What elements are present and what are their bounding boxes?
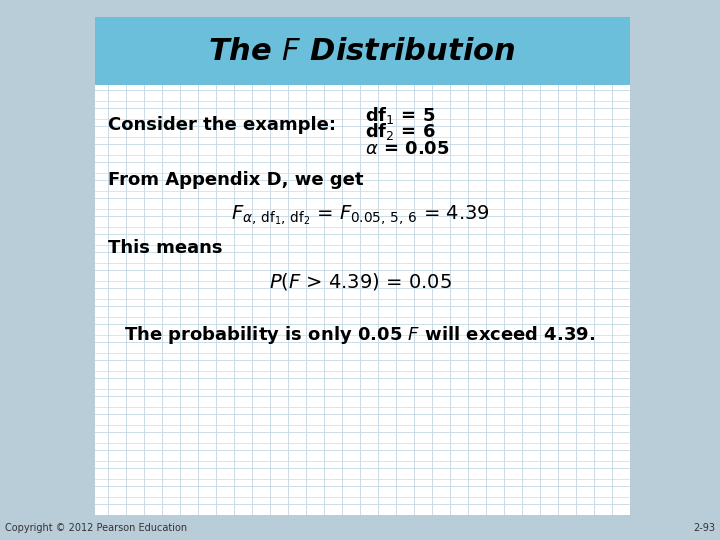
Text: This means: This means xyxy=(108,239,222,257)
Text: $F_{\alpha,\,\mathrm{df}_1,\,\mathrm{df}_2}$ = $F_{0.05,\,5,\,6}$ = 4.39: $F_{\alpha,\,\mathrm{df}_1,\,\mathrm{df}… xyxy=(230,203,490,227)
Bar xyxy=(0,0,720,35)
Text: The $\it{F}$ Distribution: The $\it{F}$ Distribution xyxy=(208,37,516,65)
Bar xyxy=(0,0,95,540)
Text: The probability is only 0.05 $\it{F}$ will exceed 4.39.: The probability is only 0.05 $\it{F}$ wi… xyxy=(125,324,595,346)
Bar xyxy=(0,515,720,540)
Text: $\alpha$ = 0.05: $\alpha$ = 0.05 xyxy=(365,140,449,158)
Text: Consider the example:: Consider the example: xyxy=(108,116,336,134)
Bar xyxy=(0,0,95,540)
Text: 2-93: 2-93 xyxy=(693,523,715,533)
Bar xyxy=(0,515,720,540)
Bar xyxy=(630,0,720,540)
Text: $P$($F$ > 4.39) = 0.05: $P$($F$ > 4.39) = 0.05 xyxy=(269,272,451,293)
Text: df$_1$ = 5: df$_1$ = 5 xyxy=(365,105,436,125)
Bar xyxy=(95,17,630,85)
Text: Copyright © 2012 Pearson Education: Copyright © 2012 Pearson Education xyxy=(5,523,187,533)
Text: df$_2$ = 6: df$_2$ = 6 xyxy=(365,122,436,143)
Bar xyxy=(0,0,720,35)
Bar xyxy=(630,0,720,540)
Text: From Appendix D, we get: From Appendix D, we get xyxy=(108,171,364,189)
